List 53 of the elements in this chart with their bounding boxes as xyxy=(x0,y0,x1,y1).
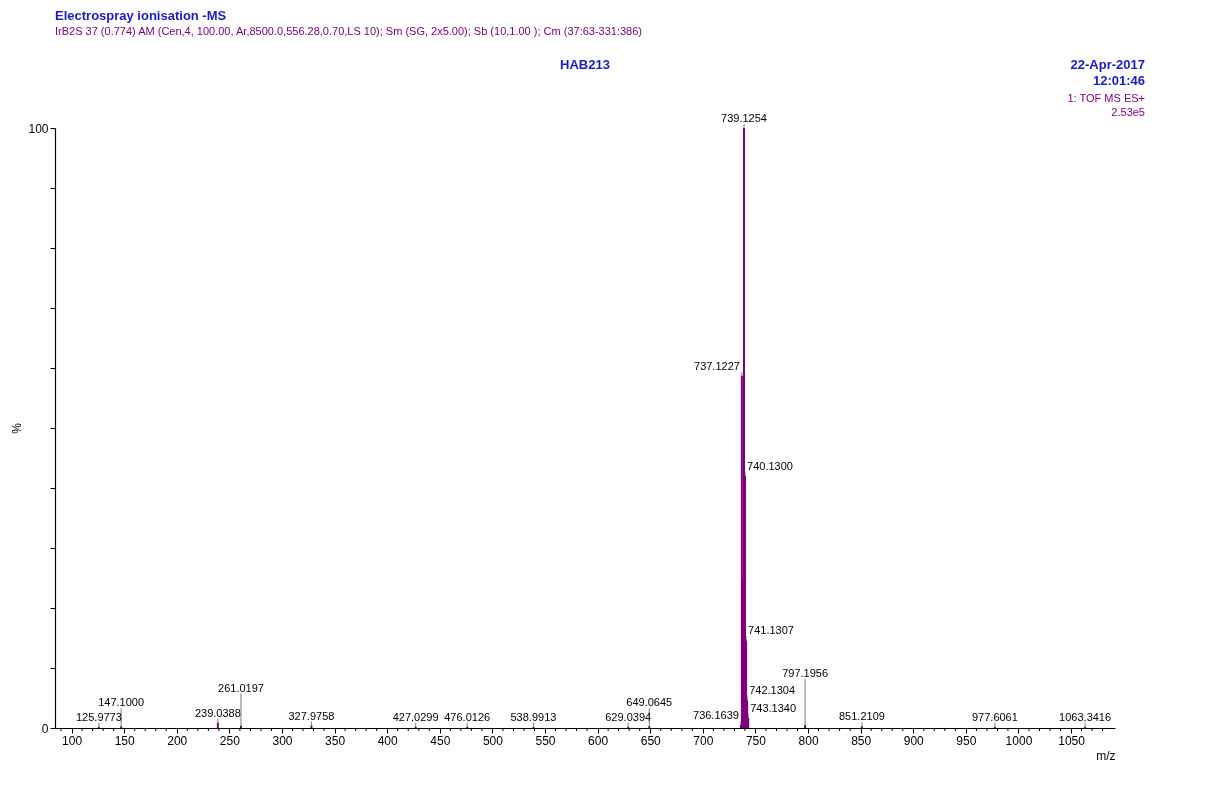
chart-title: Electrospray ionisation -MS xyxy=(55,8,227,23)
x-tick-label: 1050 xyxy=(1058,733,1086,748)
text: 2.53e5 xyxy=(1111,106,1145,118)
annotation: 649.0645 xyxy=(626,696,673,709)
x-tick-label: 300 xyxy=(272,733,293,748)
annotation: 327.9758 xyxy=(288,709,335,722)
annotation: 538.9913 xyxy=(510,710,557,723)
annotation: 239.0388 xyxy=(194,706,241,719)
x-tick-label: 600 xyxy=(588,733,609,748)
annotation: 737.1227 xyxy=(694,359,740,372)
x-tick-label: 650 xyxy=(640,733,662,748)
x-tick-label: 400 xyxy=(377,733,399,748)
annotation: 1063.3416 xyxy=(1059,710,1112,723)
annotation: 629.0394 xyxy=(605,710,652,723)
annotation: 741.1307 xyxy=(748,624,794,637)
annotation: 147.1000 xyxy=(98,696,145,709)
annotation: 739.1254 xyxy=(721,112,767,124)
annotation: 743.1340 xyxy=(750,701,797,714)
x-tick-label: 800 xyxy=(798,733,819,748)
annotation: 736.1639 xyxy=(693,709,739,721)
annotation: 125.9773 xyxy=(75,710,122,723)
x-tick-label: 100 xyxy=(62,733,83,748)
annotation: 742.1304 xyxy=(749,684,796,697)
x-tick-label: 250 xyxy=(219,733,241,748)
x-tick-label: 200 xyxy=(167,733,188,748)
x-tick-label: 1000 xyxy=(1005,733,1033,748)
annotation: 977.6061 xyxy=(971,710,1018,723)
x-tick-label: 500 xyxy=(482,733,504,748)
x-tick-label: 900 xyxy=(903,733,925,748)
annotation: 740.1300 xyxy=(747,460,793,472)
y-tick-label: 0 xyxy=(41,721,49,736)
x-tick-label: 950 xyxy=(956,733,977,748)
text: 22-Apr-2017 xyxy=(1070,57,1145,72)
annotation: 427.0299 xyxy=(392,710,439,723)
chart-subtitle: IrB2S 37 (0.774) AM (Cen,4, 100.00, Ar,8500.0,556.28,0.70,LS 10); Sm (SG, 2x5.00); Sb (10,1.00 ); Cm (37:63-331:386) xyxy=(55,25,643,37)
text: 1: TOF MS ES+ xyxy=(1067,92,1145,104)
annotation: 851.2109 xyxy=(838,710,885,723)
y-axis-title: % xyxy=(10,422,25,434)
bar xyxy=(216,722,219,728)
x-tick-label: 450 xyxy=(430,733,451,748)
annotation: 476.0126 xyxy=(444,710,491,723)
text: 12:01:46 xyxy=(1092,73,1145,88)
annotation: 797.1956 xyxy=(782,667,829,679)
x-tick-label: 700 xyxy=(693,733,714,748)
text: HAB213 xyxy=(560,57,610,72)
x-tick-label: 550 xyxy=(535,733,556,748)
bar xyxy=(804,725,807,728)
x-tick-label: 750 xyxy=(745,733,767,748)
x-axis-title: m/z xyxy=(1096,748,1116,763)
x-tick-label: 350 xyxy=(325,733,346,748)
annotation: 261.0197 xyxy=(218,681,264,694)
x-tick-label: 150 xyxy=(114,733,136,748)
x-tick-label: 850 xyxy=(851,733,872,748)
